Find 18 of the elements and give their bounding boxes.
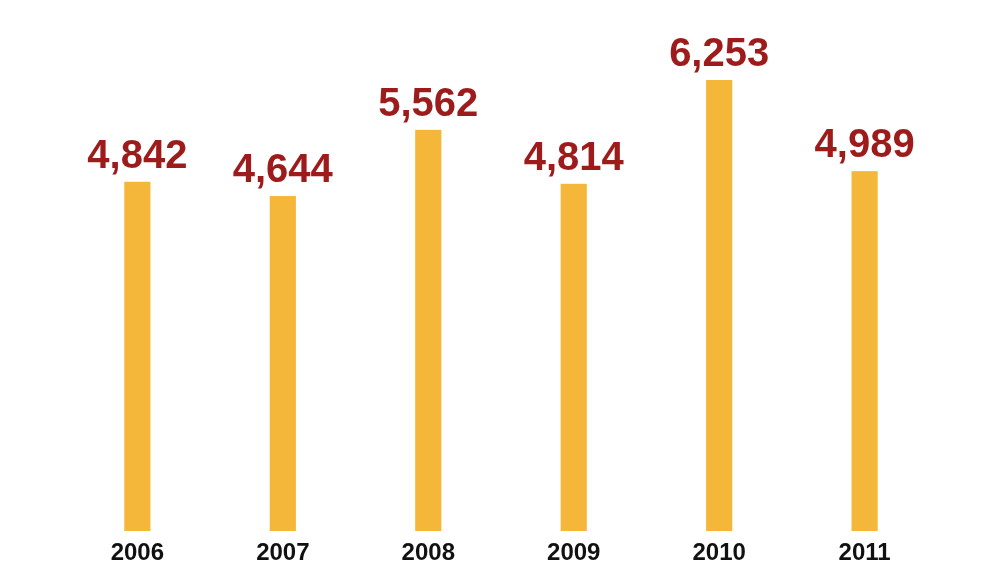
data-label: 4,644	[232, 146, 334, 191]
bar	[415, 129, 442, 531]
data-label: 5,562	[378, 79, 479, 124]
data-label: 4,814	[523, 133, 625, 178]
x-tick-label: 2006	[110, 538, 165, 566]
data-label: 4,842	[87, 131, 188, 176]
bar	[851, 171, 878, 531]
data-label: 6,253	[669, 30, 770, 74]
data-label: 4,989	[814, 121, 915, 166]
x-tick-label: 2010	[692, 538, 746, 566]
x-tick-label: 2008	[401, 538, 455, 566]
bar	[269, 196, 296, 531]
x-tick-label: 2009	[547, 538, 601, 566]
x-tick-label: 2011	[838, 538, 891, 566]
bar	[706, 80, 733, 531]
bar	[560, 183, 587, 531]
x-tick-label: 2007	[256, 538, 310, 566]
bar	[124, 181, 151, 531]
